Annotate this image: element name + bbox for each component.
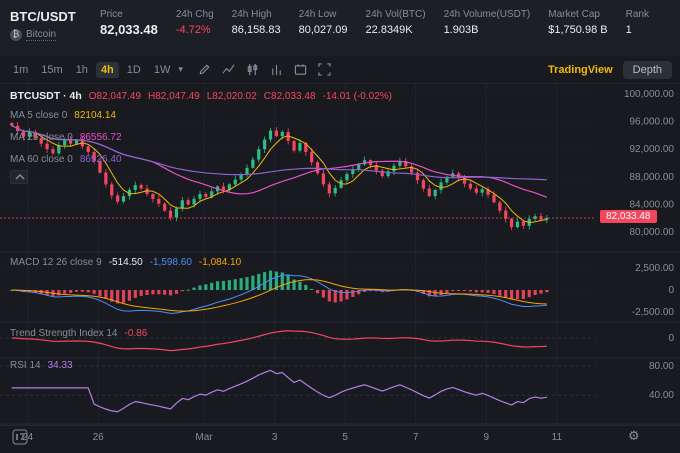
- header-stat: Rank 1: [626, 9, 649, 37]
- chart-view-tabs: TradingView Depth: [548, 60, 672, 79]
- interval-group: 1m 15m 1h 4h 1D 1W: [8, 61, 176, 78]
- symbol-block[interactable]: BTC/USDT ₿ Bitcoin: [10, 9, 82, 41]
- stat-label: 24h Low: [298, 9, 337, 20]
- stat-value: 82,033.48: [100, 22, 158, 37]
- tab-tradingview[interactable]: TradingView: [548, 63, 613, 76]
- interval-15m[interactable]: 15m: [36, 62, 67, 78]
- header-stats: Price 82,033.48 24h Chg -4.72% 24h High 86,15…: [100, 9, 670, 37]
- coin-name[interactable]: Bitcoin: [26, 29, 57, 41]
- bar-chart-icon[interactable]: [270, 63, 283, 76]
- candlestick-chart-icon[interactable]: [246, 63, 259, 76]
- stat-value: $1,750.98 B: [548, 24, 608, 36]
- header-stat: 24h Vol(BTC) 22.8349K: [366, 9, 426, 37]
- stat-label: Rank: [625, 9, 649, 20]
- edit-icon[interactable]: [198, 63, 211, 76]
- svg-text:80,000.00: 80,000.00: [630, 227, 675, 238]
- header: BTC/USDT ₿ Bitcoin Price 82,033.48 24h Chg…: [0, 0, 680, 56]
- svg-text:92,000.00: 92,000.00: [630, 144, 675, 155]
- symbol-name[interactable]: BTC/USDT: [10, 9, 76, 24]
- time-tick: 9: [483, 432, 490, 443]
- stat-value: 80,027.09: [298, 24, 348, 36]
- line-chart-icon[interactable]: [222, 63, 235, 76]
- time-tick: 11: [551, 432, 563, 443]
- time-tick: 7: [412, 432, 419, 443]
- svg-text:-2,500.00: -2,500.00: [632, 307, 675, 318]
- stat-label: 24h Volume(USDT): [443, 9, 531, 20]
- header-stat: Market Cap $1,750.98 B: [548, 9, 607, 37]
- gear-icon[interactable]: ⚙: [628, 429, 640, 444]
- header-stat: 24h Low 80,027.09: [299, 9, 348, 37]
- svg-text:88,000.00: 88,000.00: [630, 172, 675, 183]
- svg-text:2,500.00: 2,500.00: [635, 263, 674, 274]
- tradingview-logo[interactable]: [12, 429, 28, 445]
- stat-label: 24h High: [231, 9, 272, 20]
- calendar-icon[interactable]: [294, 63, 307, 76]
- svg-text:0: 0: [668, 333, 674, 344]
- header-stat: 24h Chg -4.72%: [176, 9, 214, 37]
- header-stat: 24h Volume(USDT) 1.903B: [444, 9, 531, 37]
- interval-1m[interactable]: 1m: [8, 62, 33, 78]
- time-tick: 3: [271, 432, 278, 443]
- time-axis[interactable]: 24 26 Mar 3 5 7 9 11: [0, 425, 680, 453]
- interval-4h[interactable]: 4h: [95, 61, 119, 78]
- chart-toolbar: 1m 15m 1h 4h 1D 1W ▾ TradingView Depth: [0, 56, 680, 84]
- tab-depth[interactable]: Depth: [622, 60, 672, 79]
- stat-value: 86,158.83: [231, 24, 281, 36]
- interval-1W[interactable]: 1W: [149, 62, 176, 78]
- chart-tools: [198, 63, 331, 76]
- interval-dropdown-caret-icon[interactable]: ▾: [175, 62, 186, 77]
- svg-text:84,000.00: 84,000.00: [630, 199, 675, 210]
- stat-label: Market Cap: [548, 9, 600, 20]
- interval-1D[interactable]: 1D: [122, 62, 146, 78]
- header-stat: Price 82,033.48: [100, 9, 158, 37]
- stat-label: Price: [100, 9, 123, 20]
- collapse-panel-button[interactable]: [10, 170, 28, 184]
- stat-value: 22.8349K: [365, 24, 413, 36]
- current-price-badge: 82,033.48: [600, 209, 657, 223]
- time-tick: 5: [342, 432, 348, 443]
- svg-text:100,000.00: 100,000.00: [624, 89, 674, 100]
- stat-value: 1: [625, 24, 632, 36]
- header-stat: 24h High 86,158.83: [232, 9, 281, 37]
- chart-canvas[interactable]: 100,000.00 96,000.00 92,000.00 88,000.00 84,…: [0, 84, 680, 425]
- stat-label: 24h Chg: [175, 9, 214, 20]
- bitcoin-icon: ₿: [10, 29, 22, 41]
- svg-text:0: 0: [668, 285, 674, 296]
- fullscreen-icon[interactable]: [318, 63, 331, 76]
- interval-1h[interactable]: 1h: [71, 62, 93, 78]
- svg-text:40.00: 40.00: [649, 390, 674, 401]
- time-tick: Mar: [195, 432, 213, 443]
- time-tick: 26: [92, 432, 104, 443]
- stat-value: 1.903B: [443, 24, 479, 36]
- svg-text:80.00: 80.00: [649, 361, 674, 372]
- stat-value: -4.72%: [175, 24, 211, 36]
- stat-label: 24h Vol(BTC): [365, 9, 426, 20]
- svg-text:96,000.00: 96,000.00: [630, 117, 675, 128]
